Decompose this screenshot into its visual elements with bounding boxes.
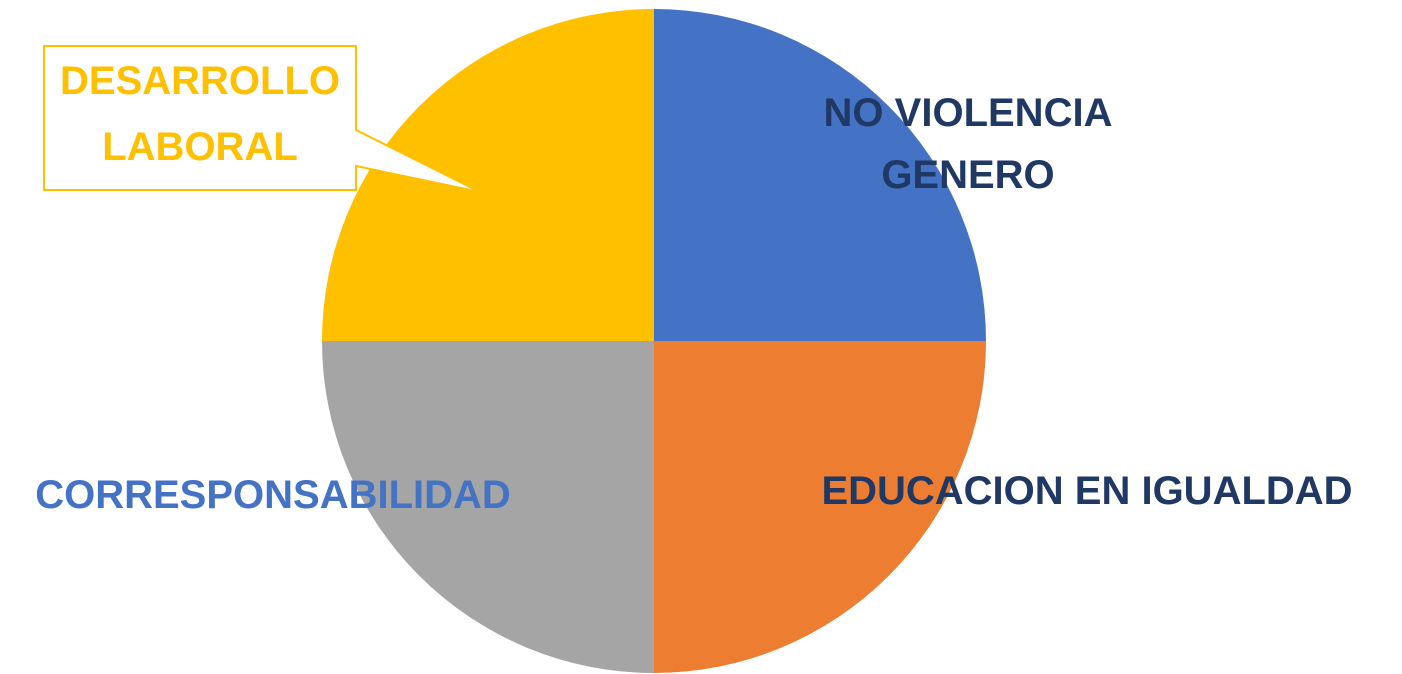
pie-slice-3 xyxy=(322,9,654,341)
callout-box xyxy=(43,45,481,193)
slice-label-line: EDUCACION EN IGUALDAD xyxy=(821,469,1352,513)
slice-label-line: GENERO xyxy=(881,153,1054,197)
slice-label-1: EDUCACION EN IGUALDAD xyxy=(821,469,1352,513)
slice-label-2: CORRESPONSABILIDAD xyxy=(35,473,511,517)
pie-slice-2 xyxy=(322,341,654,673)
slice-label-line: DESARROLLO xyxy=(60,59,340,103)
pie-slice-0 xyxy=(654,9,986,341)
slice-label-line: NO VIOLENCIA xyxy=(824,91,1113,135)
slice-label-line: LABORAL xyxy=(102,125,298,169)
pie-slice-1 xyxy=(654,341,986,673)
callouts xyxy=(43,45,481,193)
pie-slices xyxy=(322,9,986,673)
slice-label-line: CORRESPONSABILIDAD xyxy=(35,473,511,517)
slice-label-0: NO VIOLENCIA GENERO xyxy=(824,91,1113,197)
slice-label-3: DESARROLLO LABORAL xyxy=(60,59,340,169)
slice-labels: NO VIOLENCIA GENERO EDUCACION EN IGUALDAD C… xyxy=(35,59,1352,517)
